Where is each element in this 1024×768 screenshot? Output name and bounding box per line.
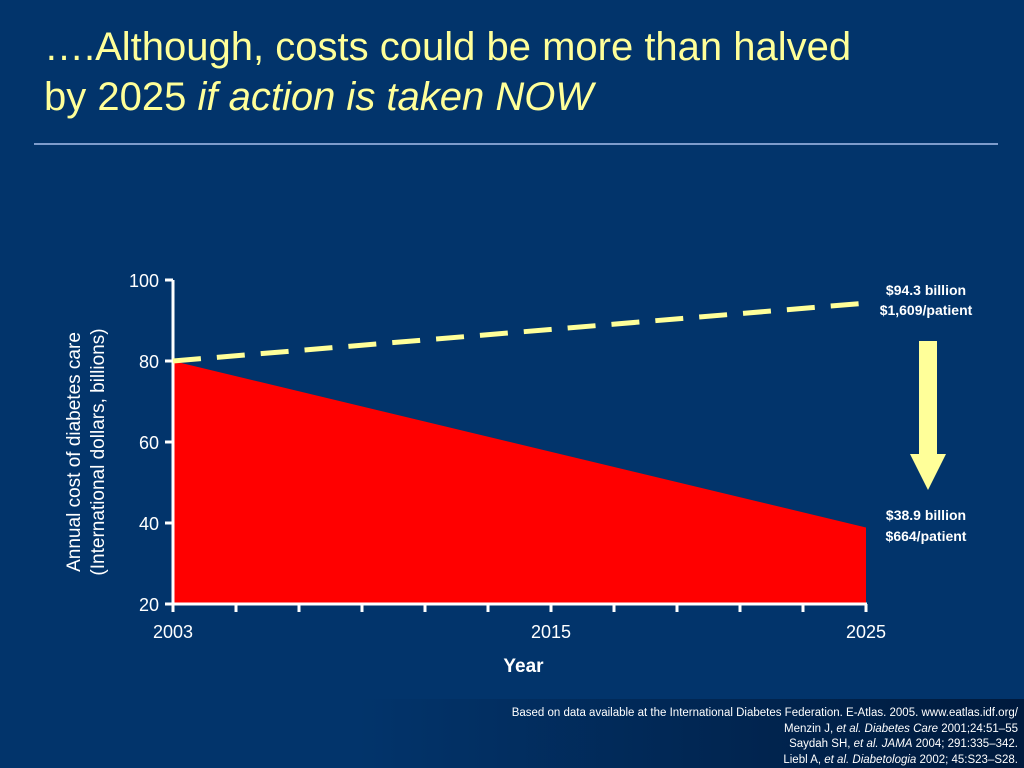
reference-4-journal: et al. Diabetologia	[824, 753, 917, 766]
y-tick-label: 60	[139, 433, 159, 453]
annotation-no-action-per-patient: $1,609/patient	[880, 302, 973, 318]
reference-3: Saydah SH, et al. JAMA 2004; 291:335–342…	[512, 737, 1018, 753]
cost-line-no-action	[172, 300, 867, 364]
y-axis-title-line-1: Annual cost of diabetes care	[64, 332, 85, 572]
title-line-2-italic: if action is taken NOW	[197, 75, 594, 119]
reference-3-journal: et al. JAMA	[853, 738, 913, 750]
down-arrow-icon	[910, 341, 946, 490]
x-axis-title: Year	[503, 656, 544, 677]
annotation-action-per-patient: $664/patient	[886, 528, 967, 544]
reference-2-citation: 2001;24:51–55	[938, 722, 1018, 735]
reference-3-authors: Saydah SH,	[789, 738, 854, 750]
annotation-no-action-total: $94.3 billion	[886, 282, 966, 298]
footer-band	[0, 699, 1024, 768]
reference-2-journal: et al. Diabetes Care	[836, 722, 939, 735]
reference-1: Based on data available at the Internati…	[511, 707, 1018, 719]
references: Based on data available at the Internati…	[512, 706, 1018, 768]
y-tick-label: 100	[129, 271, 159, 291]
title-line-1: ….Although, costs could be more than hal…	[44, 25, 852, 69]
reference-3-citation: 2004; 291:335–342.	[912, 738, 1018, 750]
reference-4-authors: Liebl A,	[783, 753, 825, 766]
y-tick-label: 80	[139, 352, 159, 372]
x-tick-label: 2025	[846, 622, 886, 642]
title-line-2-plain: by 2025	[44, 75, 198, 119]
title-divider	[34, 143, 998, 145]
cost-chart: 20 40 60 80 100 2003 2015 2025 Year Annual cost o…	[64, 271, 973, 677]
cost-area-with-action	[173, 361, 866, 604]
annotation-action-total: $38.9 billion	[886, 507, 966, 523]
y-tick-label: 40	[139, 514, 159, 534]
reference-2-authors: Menzin J,	[783, 722, 837, 735]
reference-2: Menzin J, et al. Diabetes Care 2001;24:5…	[512, 722, 1018, 738]
x-tick-label: 2003	[153, 622, 193, 642]
title-line-2: by 2025 if action is taken NOW	[44, 72, 1004, 122]
reference-4: Liebl A, et al. Diabetologia 2002; 45:S2…	[512, 753, 1018, 768]
reference-4-citation: 2002; 45:S23–S28.	[916, 753, 1018, 766]
y-axis-title: Annual cost of diabetes care (Internation…	[64, 328, 109, 575]
slide-title: ….Although, costs could be more than hal…	[44, 22, 1004, 122]
y-tick-label: 20	[139, 595, 159, 615]
y-axis-title-line-2: (International dollars, billions)	[88, 328, 109, 575]
x-tick-label: 2015	[531, 622, 571, 642]
